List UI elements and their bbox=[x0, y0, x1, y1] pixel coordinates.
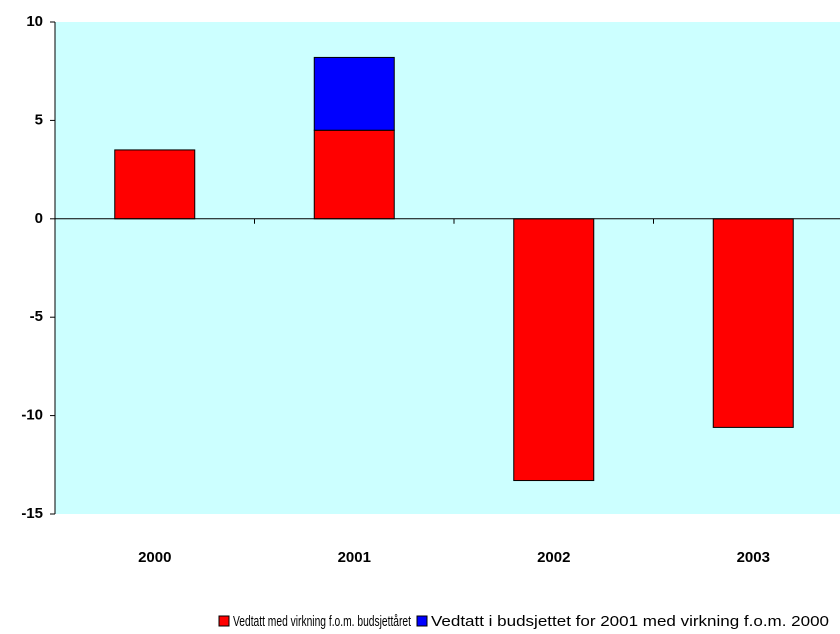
legend-swatch bbox=[416, 615, 428, 627]
x-tick-label: 2000 bbox=[138, 549, 171, 566]
legend-label: Vedtatt i budsjettet for 2001 med virkni… bbox=[431, 613, 829, 630]
plot-area bbox=[55, 22, 840, 514]
x-tick-label: 2002 bbox=[537, 549, 570, 566]
bar bbox=[114, 149, 196, 220]
legend-label: Vedtatt med virkning f.o.m. budsjettåret bbox=[233, 613, 412, 630]
y-tick-label: 0 bbox=[35, 210, 43, 227]
x-tick-label: 2003 bbox=[737, 549, 770, 566]
y-tick-label: -10 bbox=[21, 407, 43, 424]
bar bbox=[513, 218, 595, 482]
bar bbox=[313, 129, 395, 220]
y-tick-label: -15 bbox=[21, 505, 43, 522]
bar bbox=[712, 218, 794, 428]
y-tick-label: 5 bbox=[35, 111, 43, 128]
y-tick-label: -5 bbox=[30, 308, 43, 325]
legend-swatch bbox=[218, 615, 230, 627]
x-tick-label: 2001 bbox=[338, 549, 371, 566]
bar bbox=[313, 56, 395, 131]
y-tick-label: 10 bbox=[26, 13, 43, 30]
